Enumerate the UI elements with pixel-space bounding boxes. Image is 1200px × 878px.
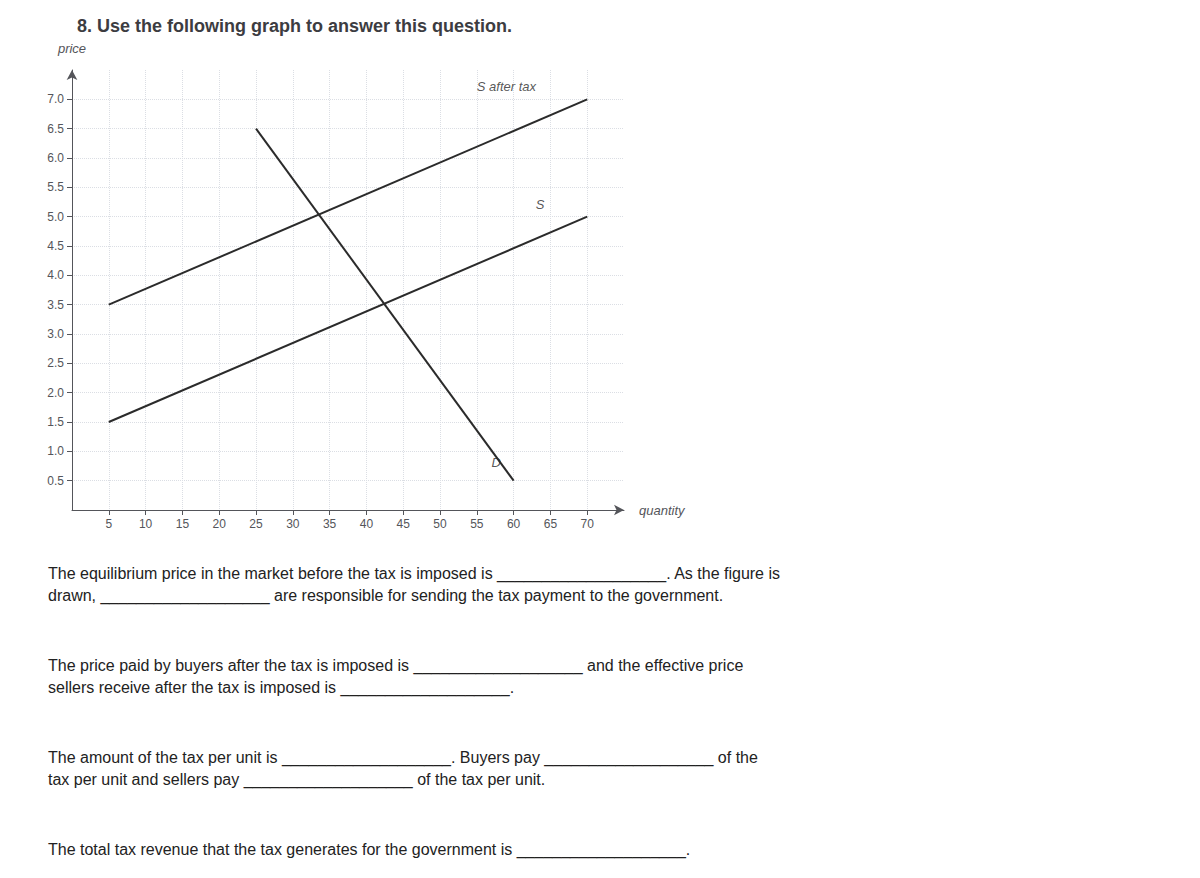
svg-text:40: 40 <box>360 517 374 531</box>
svg-text:3.5: 3.5 <box>47 298 64 312</box>
svg-text:65: 65 <box>544 517 558 531</box>
svg-text:tax per unit and sellers pay _: tax per unit and sellers pay ___________… <box>48 771 545 789</box>
svg-text:price: price <box>57 41 86 56</box>
svg-text:5.5: 5.5 <box>47 180 64 194</box>
svg-text:45: 45 <box>397 517 411 531</box>
svg-text:4.0: 4.0 <box>47 268 64 282</box>
svg-text:S after tax: S after tax <box>477 79 537 94</box>
svg-text:3.0: 3.0 <box>47 327 64 341</box>
svg-text:drawn, ___________________ are: drawn, ___________________ are responsib… <box>48 587 723 605</box>
svg-text:The equilibrium price in the m: The equilibrium price in the market befo… <box>48 565 780 583</box>
svg-text:The amount of the tax per unit: The amount of the tax per unit is ______… <box>48 749 758 767</box>
svg-text:quantity: quantity <box>639 503 686 518</box>
svg-text:15: 15 <box>176 517 190 531</box>
svg-text:8. Use the following graph to: 8. Use the following graph to answer thi… <box>77 16 512 36</box>
svg-text:1.5: 1.5 <box>47 415 64 429</box>
svg-text:0.5: 0.5 <box>47 474 64 488</box>
svg-text:50: 50 <box>433 517 447 531</box>
svg-text:70: 70 <box>581 517 595 531</box>
svg-text:2.0: 2.0 <box>47 386 64 400</box>
svg-text:2.5: 2.5 <box>47 356 64 370</box>
svg-text:S: S <box>536 197 545 212</box>
svg-text:sellers receive after the tax: sellers receive after the tax is imposed… <box>48 679 514 697</box>
svg-text:The price paid by buyers after: The price paid by buyers after the tax i… <box>48 657 743 675</box>
svg-text:5.0: 5.0 <box>47 210 64 224</box>
svg-text:6.5: 6.5 <box>47 122 64 136</box>
svg-text:4.5: 4.5 <box>47 239 64 253</box>
svg-text:5: 5 <box>105 517 112 531</box>
svg-text:10: 10 <box>139 517 153 531</box>
svg-text:60: 60 <box>507 517 521 531</box>
svg-text:30: 30 <box>286 517 300 531</box>
svg-text:55: 55 <box>470 517 484 531</box>
svg-text:The total tax revenue that the: The total tax revenue that the tax gener… <box>48 841 690 859</box>
svg-text:35: 35 <box>323 517 337 531</box>
svg-text:20: 20 <box>213 517 227 531</box>
svg-text:D: D <box>491 454 501 470</box>
svg-text:1.0: 1.0 <box>47 444 64 458</box>
svg-text:25: 25 <box>249 517 263 531</box>
svg-text:7.0: 7.0 <box>47 92 64 106</box>
svg-text:6.0: 6.0 <box>47 151 64 165</box>
